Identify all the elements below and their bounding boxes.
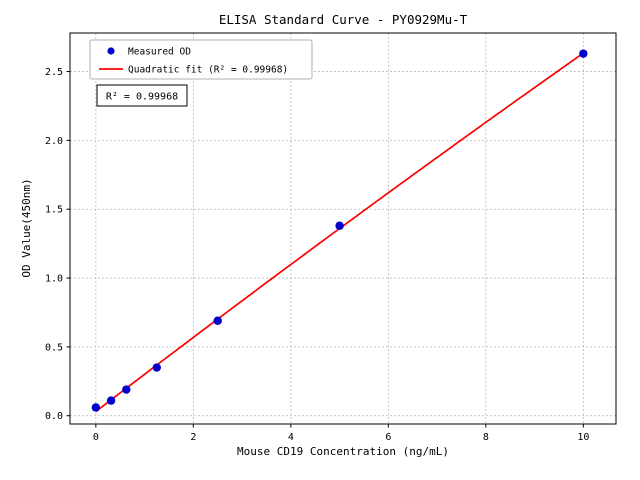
x-tick-label: 4 (288, 432, 294, 443)
y-tick-label: 1.0 (45, 274, 63, 285)
legend-label-quadratic-fit: Quadratic fit (R² = 0.99968) (128, 65, 288, 76)
y-axis-label: OD Value(450nm) (20, 178, 33, 277)
data-point (106, 396, 116, 405)
y-tick-label: 2.5 (45, 67, 63, 78)
x-tick-label: 2 (190, 432, 196, 443)
legend-box (89, 39, 313, 80)
legend-marker-measured-od (107, 47, 115, 55)
x-tick-label: 10 (577, 432, 589, 443)
chart-title: ELISA Standard Curve - PY0929Mu-T (219, 12, 468, 27)
y-tick-label: 0.5 (45, 342, 63, 353)
y-tick-label: 1.5 (45, 205, 63, 216)
y-tick-label: 0.0 (45, 411, 63, 422)
data-point (213, 316, 222, 325)
gridlines (70, 33, 616, 424)
legend: Measured OD Quadratic fit (R² = 0.99968) (89, 39, 313, 80)
data-series (91, 49, 588, 413)
data-point (122, 385, 131, 394)
x-axis-label: Mouse CD19 Concentration (ng/mL) (237, 445, 449, 458)
annotation-text: R² = 0.99968 (106, 92, 178, 103)
axes-frame (69, 32, 617, 425)
axis-ticks: 0 2 4 6 8 10 0.0 0.5 1.0 1.5 2.0 2.5 (45, 67, 589, 443)
plot-border (69, 32, 617, 425)
x-tick-label: 8 (483, 432, 489, 443)
annotation-box (96, 84, 188, 107)
data-point (91, 403, 101, 412)
y-tick-label: 2.0 (45, 136, 63, 147)
fit-line (95, 52, 584, 413)
x-tick-label: 6 (385, 432, 391, 443)
x-tick-label: 0 (93, 432, 99, 443)
legend-label-measured-od: Measured OD (128, 47, 191, 58)
r-squared-annotation: R² = 0.99968 (96, 84, 188, 107)
data-point (152, 363, 161, 372)
data-point (335, 221, 344, 230)
data-point (579, 49, 588, 58)
